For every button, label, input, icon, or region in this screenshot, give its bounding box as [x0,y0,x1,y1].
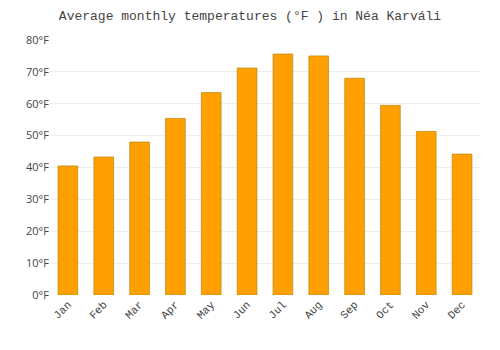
svg-text:Feb: Feb [87,299,109,321]
svg-text:Nov: Nov [410,299,433,322]
svg-text:50°F: 50°F [26,127,49,142]
svg-text:Sep: Sep [338,299,360,321]
svg-text:0°F: 0°F [32,287,49,302]
svg-text:Dec: Dec [446,299,468,321]
svg-text:Oct: Oct [374,299,396,321]
svg-text:40°F: 40°F [26,159,49,174]
svg-text:30°F: 30°F [26,191,49,206]
svg-text:May: May [195,299,218,322]
svg-text:Jul: Jul [266,299,288,321]
svg-text:Jun: Jun [231,299,253,321]
svg-text:20°F: 20°F [26,223,49,238]
svg-text:70°F: 70°F [26,64,49,79]
svg-text:Aug: Aug [302,299,324,321]
svg-text:Apr: Apr [159,299,181,321]
svg-text:Mar: Mar [123,299,145,321]
svg-text:60°F: 60°F [26,96,49,111]
svg-text:10°F: 10°F [26,255,49,270]
svg-text:Jan: Jan [51,299,73,321]
svg-text:Average monthly temperatures (: Average monthly temperatures (°F ) in Né… [59,9,441,24]
svg-text:80°F: 80°F [26,32,49,47]
